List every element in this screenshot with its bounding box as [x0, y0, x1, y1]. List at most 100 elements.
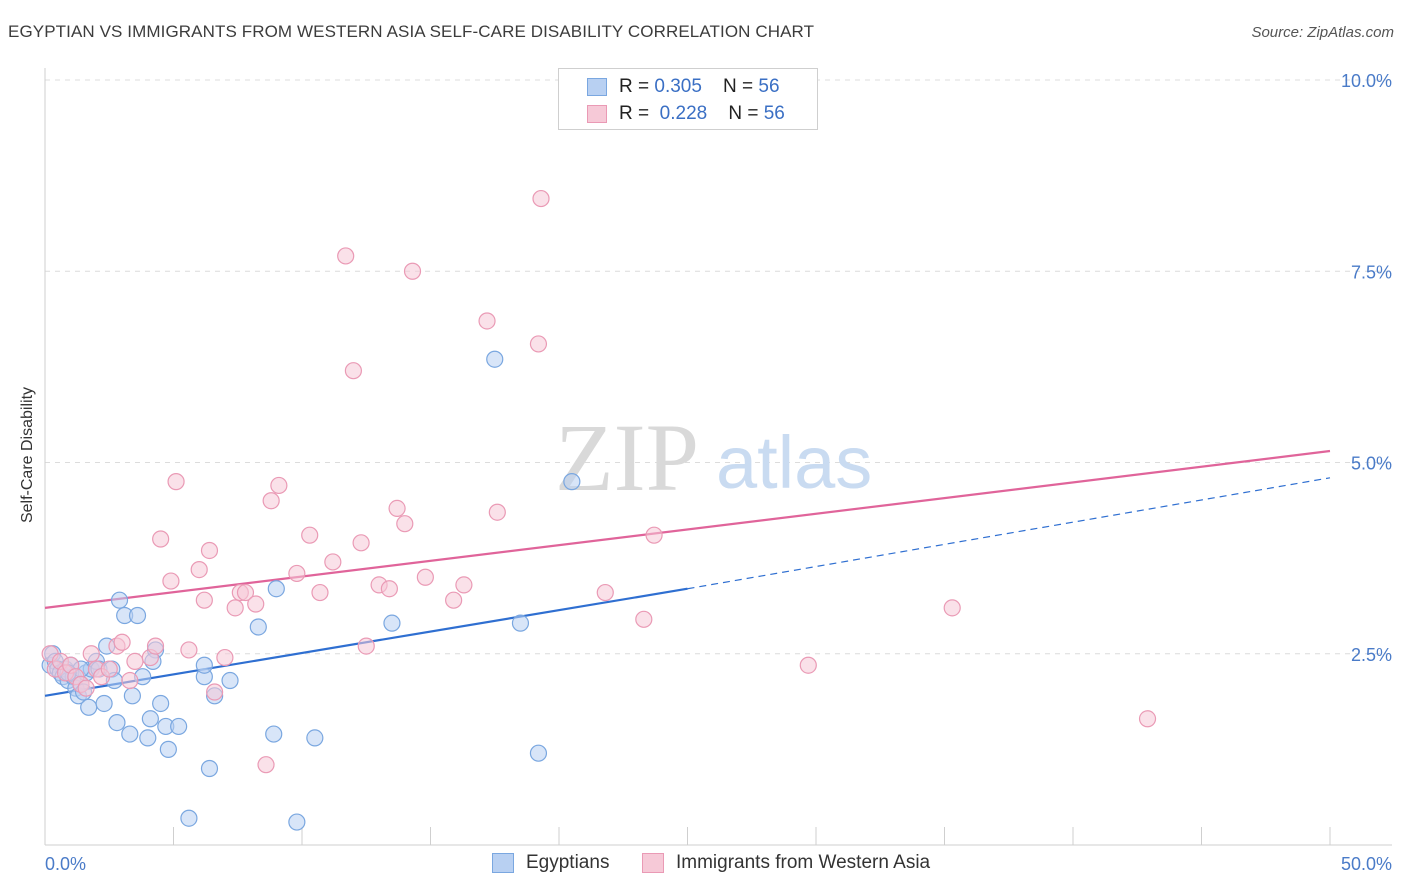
western-asia-point	[416, 568, 434, 586]
western-asia-point	[396, 515, 414, 533]
western-asia-point	[226, 599, 244, 617]
y-tick-label: 10.0%	[1341, 71, 1392, 91]
western-asia-point	[236, 583, 255, 602]
axes	[44, 68, 1392, 846]
egyptians-point	[267, 580, 285, 598]
trend-line-extension-0	[687, 477, 1331, 590]
egyptians-point	[486, 350, 504, 368]
western-asia-point	[344, 362, 362, 380]
western-asia-point	[195, 591, 213, 609]
egyptians-n: 56	[758, 76, 780, 97]
western-asia-point	[146, 637, 165, 655]
egyptians-point	[123, 687, 141, 705]
western-asia-point	[152, 530, 170, 548]
western-asia-point	[645, 526, 663, 544]
egyptians-point	[159, 740, 177, 758]
egyptians-point	[121, 725, 139, 743]
egyptians-point	[221, 671, 239, 690]
egyptians-point	[128, 606, 147, 625]
watermark-zip: ZIP	[555, 404, 699, 511]
western-asia-point	[126, 652, 144, 671]
western-asia-point	[100, 660, 118, 678]
data-points	[41, 189, 1157, 831]
western-asia-point	[596, 583, 614, 602]
egyptians-point	[80, 698, 98, 716]
western-asia-point	[301, 526, 319, 544]
western-asia-point	[167, 473, 185, 491]
western-asia-point	[455, 576, 473, 594]
egyptians-point	[170, 717, 188, 736]
stats-legend: R = 0.305 N = 56 R = 0.228 N = 56	[558, 68, 818, 130]
western-asia-r: 0.228	[659, 103, 708, 124]
egyptians-point	[95, 694, 113, 713]
trend-line-1	[44, 449, 1331, 609]
y-tick-label: 7.5%	[1351, 262, 1392, 282]
legend-western-asia-swatch	[642, 853, 664, 873]
western-asia-point	[216, 648, 234, 667]
egyptians-point	[195, 656, 213, 674]
western-asia-point	[357, 637, 375, 655]
legend-row-egyptians: R = 0.305 N = 56	[587, 76, 780, 98]
egyptians-point	[511, 614, 530, 632]
western-asia-point	[121, 671, 139, 690]
egyptians-point	[529, 744, 548, 762]
y-tick-label: 2.5%	[1351, 645, 1392, 665]
egyptians-point	[306, 729, 324, 747]
egyptians-point	[249, 618, 267, 636]
chart-title: EGYPTIAN VS IMMIGRANTS FROM WESTERN ASIA…	[8, 22, 815, 41]
western-asia-point	[162, 572, 180, 590]
legend-egyptians-swatch	[492, 853, 514, 873]
western-asia-point	[478, 312, 496, 330]
egyptians-point	[288, 813, 306, 831]
egyptians-r: 0.305	[654, 76, 702, 97]
western-asia-point	[488, 503, 506, 521]
legend-egyptians-label: Egyptians	[526, 852, 610, 873]
western-asia-point	[388, 499, 406, 517]
egyptians-point	[200, 759, 219, 778]
western-asia-point	[206, 683, 224, 701]
chart-source: Source: ZipAtlas.com	[1251, 24, 1394, 41]
egyptians-point	[265, 725, 283, 743]
western-asia-point	[529, 335, 548, 353]
tick-labels: 2.5% 5.0% 7.5% 10.0% 0.0% 50.0%	[45, 71, 1392, 874]
watermark-atlas: atlas	[716, 421, 872, 504]
watermark: ZIP atlas	[555, 404, 872, 511]
western-asia-point	[113, 633, 131, 651]
western-asia-point	[445, 591, 463, 609]
western-asia-point	[532, 189, 550, 208]
legend-egyptians: Egyptians	[492, 852, 609, 874]
egyptians-point	[110, 591, 129, 609]
western-asia-point	[77, 679, 95, 697]
egyptians-swatch	[587, 78, 607, 96]
egyptians-point	[180, 809, 198, 827]
western-asia-point	[288, 564, 306, 583]
western-asia-swatch	[587, 105, 607, 123]
western-asia-point	[403, 262, 422, 280]
western-asia-point	[799, 656, 817, 674]
x-tick-label: 0.0%	[45, 854, 86, 874]
y-tick-label: 5.0%	[1351, 454, 1392, 474]
legend-western-asia: Immigrants from Western Asia	[642, 852, 930, 874]
egyptians-point	[383, 614, 401, 632]
western-asia-point	[943, 599, 961, 617]
western-asia-point	[257, 756, 275, 774]
western-asia-point	[311, 583, 329, 602]
western-asia-point	[262, 492, 280, 510]
western-asia-point	[352, 534, 370, 552]
legend-western-asia-label: Immigrants from Western Asia	[676, 852, 931, 873]
egyptians-point	[563, 473, 581, 491]
egyptians-point	[152, 694, 170, 713]
western-asia-point	[1138, 710, 1157, 728]
western-asia-point	[380, 580, 398, 598]
western-asia-point	[247, 595, 265, 613]
egyptians-point	[108, 713, 126, 732]
western-asia-point	[324, 553, 342, 571]
x-tick-label: 50.0%	[1341, 854, 1392, 874]
western-asia-point	[635, 610, 653, 628]
legend-row-western-asia: R = 0.228 N = 56	[587, 103, 785, 125]
western-asia-point	[180, 641, 198, 659]
western-asia-n: 56	[763, 103, 785, 124]
western-asia-point	[82, 645, 100, 663]
western-asia-point	[337, 247, 355, 265]
